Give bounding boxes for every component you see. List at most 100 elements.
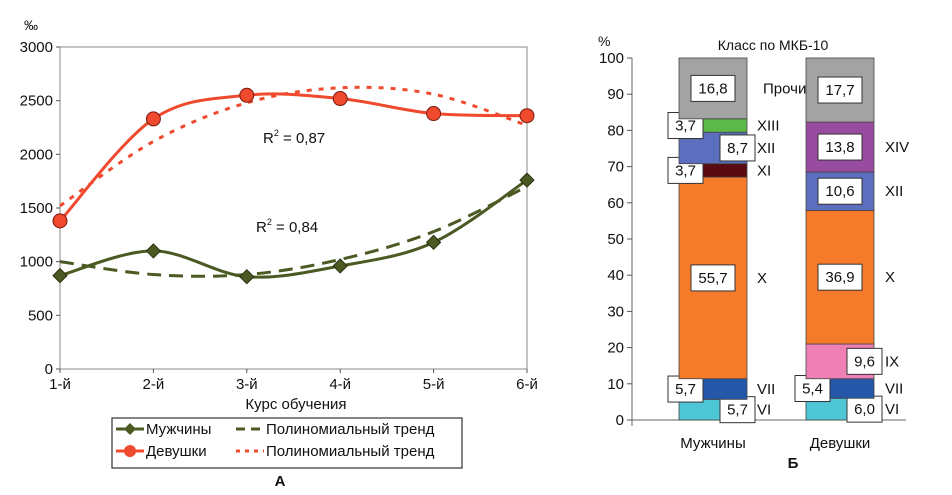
data-point-women — [52, 213, 68, 229]
panel-label-b: Б — [788, 455, 799, 472]
y-tick-label: 1000 — [20, 254, 53, 271]
data-point-women — [145, 111, 161, 127]
data-label: 6,0 — [846, 395, 883, 423]
class-label: XII — [885, 183, 903, 200]
data-label-box — [846, 395, 883, 423]
data-label-text: 3,7 — [675, 118, 696, 135]
x-category-label: Девушки — [810, 435, 871, 452]
data-label-text: 5,7 — [727, 402, 748, 419]
class-label: X — [885, 269, 895, 286]
data-label-box — [690, 74, 736, 102]
data-label: 9,6 — [846, 347, 883, 375]
x-tick-label: 1-й — [49, 376, 71, 393]
data-point-men — [145, 243, 162, 259]
data-label-box — [817, 177, 863, 205]
data-label-box — [817, 76, 863, 104]
data-label-text: 3,7 — [675, 162, 696, 179]
line-chart-a: ‰ 0 500 1000 1500 2000 2500 3000 1-й 2-й 3-й 4-й 5… — [20, 17, 538, 490]
data-point-women — [239, 87, 255, 103]
y-tick-label: 500 — [28, 307, 53, 324]
data-label-box — [719, 396, 756, 424]
data-label-text: 5,4 — [802, 381, 823, 398]
class-label: Прочие — [763, 80, 815, 97]
data-point-men — [239, 268, 255, 285]
class-label: XIII — [757, 118, 780, 135]
data-label-box — [817, 263, 863, 291]
y-tick-label: 80 — [607, 122, 624, 139]
data-label-text: 6,0 — [854, 401, 875, 418]
y-tick-label: 1500 — [20, 200, 53, 217]
data-label-text: 17,7 — [825, 82, 854, 99]
y-tick-label: 20 — [607, 340, 624, 357]
legend-box — [111, 417, 463, 469]
data-label-text: 16,8 — [698, 80, 727, 97]
legend-label: Полиномиальный тренд — [266, 443, 435, 460]
data-label-box — [719, 134, 756, 162]
y-tick-label: 50 — [607, 231, 624, 248]
data-label-box — [817, 133, 863, 161]
data-label: 16,8 — [690, 74, 736, 102]
data-label: 55,7 — [690, 264, 736, 292]
data-point-men — [52, 267, 68, 284]
data-label: 5,4 — [794, 375, 831, 403]
data-label: 8,7 — [719, 134, 756, 162]
x-tick-label: 5-й — [423, 376, 445, 393]
class-label: VII — [885, 381, 903, 398]
y-tick-label: 10 — [607, 376, 624, 393]
y-tick-label: 0 — [616, 412, 624, 429]
data-label-text: 55,7 — [698, 270, 727, 287]
data-label-box — [846, 347, 883, 375]
class-label: XI — [757, 162, 771, 179]
data-label: 17,7 — [817, 76, 863, 104]
data-label: 5,7 — [667, 375, 704, 403]
x-tick-label: 2-й — [143, 376, 165, 393]
y-axis-unit-label: % — [598, 33, 610, 49]
legend-label: Мужчины — [146, 421, 211, 438]
data-point-men — [425, 234, 442, 251]
legend-label: Девушки — [146, 443, 207, 460]
y-tick-label: 30 — [607, 303, 624, 320]
x-tick-label: 4-й — [329, 376, 351, 393]
data-point-men — [519, 172, 535, 188]
x-tick-label: 3-й — [236, 376, 258, 393]
y-tick-label: 70 — [607, 159, 624, 176]
chart-title: Класс по МКБ-10 — [718, 37, 829, 53]
stacked-bar-chart-b: % Класс по МКБ-10 0 10 20 30 40 50 60 70 80 90 100… — [598, 33, 909, 472]
data-label: 13,8 — [817, 133, 863, 161]
y-tick-label: 3000 — [20, 39, 53, 56]
class-label: VII — [757, 381, 775, 398]
data-point-women — [426, 106, 442, 122]
y-tick-label: 100 — [599, 50, 624, 67]
data-label: 10,6 — [817, 177, 863, 205]
data-label: 5,7 — [719, 396, 756, 424]
r2-annotation-women: R2 = 0,87 — [263, 128, 325, 147]
legend-marker — [124, 423, 136, 435]
class-label: VI — [757, 402, 771, 419]
y-axis-unit-label: ‰ — [24, 17, 38, 33]
class-label: XIV — [885, 139, 909, 156]
y-tick-label: 60 — [607, 195, 624, 212]
data-label-text: 5,7 — [675, 381, 696, 398]
data-label-text: 13,8 — [825, 139, 854, 156]
class-label: XII — [757, 140, 775, 157]
x-tick-label: 6-й — [516, 376, 538, 393]
data-point-women — [332, 91, 348, 107]
data-label-text: 8,7 — [727, 140, 748, 157]
y-tick-label: 90 — [607, 86, 624, 103]
class-label: IX — [885, 353, 899, 370]
data-label-text: 36,9 — [825, 269, 854, 286]
y-tick-label: 40 — [607, 267, 624, 284]
x-axis-title: Курс обучения — [245, 396, 346, 413]
panel-label-a: А — [275, 473, 286, 490]
y-tick-label: 2500 — [20, 93, 53, 110]
class-label: X — [757, 270, 767, 287]
y-tick-label: 2000 — [20, 146, 53, 163]
data-label-text: 10,6 — [825, 183, 854, 200]
data-point-men — [332, 258, 348, 274]
x-category-label: Мужчины — [680, 435, 745, 452]
legend: Мужчины Девушки Полиномиальный тренд Полино… — [111, 417, 463, 469]
data-label: 36,9 — [817, 263, 863, 291]
data-label-text: 9,6 — [854, 353, 875, 370]
data-label-box — [690, 264, 736, 292]
